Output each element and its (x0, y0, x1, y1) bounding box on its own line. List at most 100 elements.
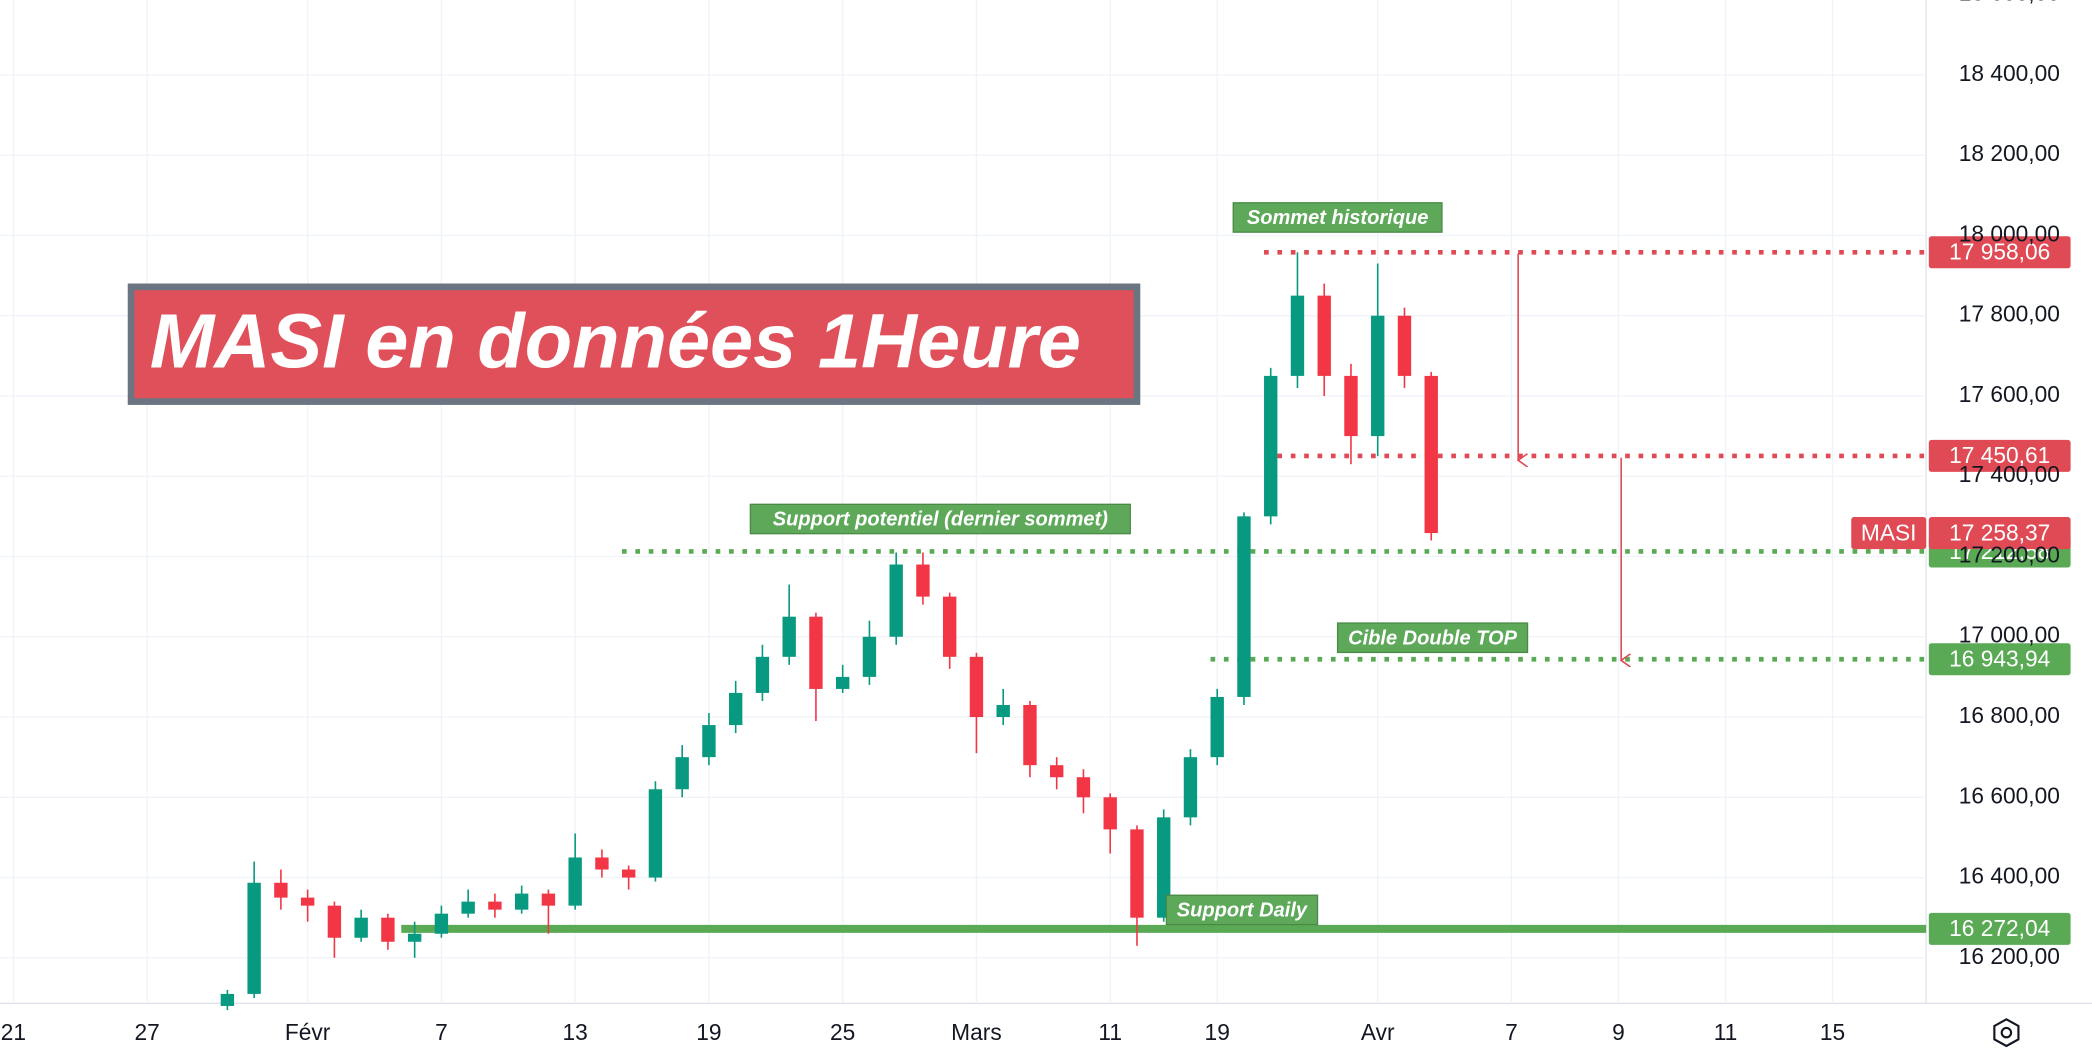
candle-body (996, 704, 1010, 718)
candle-body (835, 676, 850, 689)
candle-body (247, 882, 261, 994)
candle-body (675, 757, 689, 790)
last-price-name: MASI (1861, 519, 1917, 545)
x-tick-label: 9 (1612, 1019, 1625, 1045)
x-tick-label: 7 (1505, 1019, 1518, 1045)
last-price-label: 17 258,37 (1949, 519, 2050, 545)
candle-body (274, 882, 288, 898)
candle-body (889, 564, 903, 637)
level-tag-label: 16 272,04 (1949, 915, 2050, 941)
candle-body (782, 616, 796, 657)
y-tick-label: 17 200,00 (1959, 542, 2060, 568)
x-tick-label: 11 (1714, 1019, 1738, 1045)
x-tick-label: 7 (435, 1019, 448, 1045)
candle-body (1237, 516, 1251, 697)
candle-body (702, 725, 716, 758)
y-tick-label: 18 000,00 (1959, 220, 2060, 246)
x-tick-label: 13 (563, 1019, 588, 1045)
last-price-tag (1928, 517, 2071, 550)
title-box: MASI en données 1Heure (127, 283, 1141, 405)
candle-body (1130, 829, 1144, 918)
candle-body (943, 596, 957, 657)
candle-body (461, 901, 475, 914)
y-tick-label: 16 400,00 (1959, 863, 2060, 889)
y-tick-label: 18 200,00 (1959, 140, 2060, 166)
y-tick-label: 16 800,00 (1959, 702, 2060, 728)
y-tick-label: 17 400,00 (1959, 461, 2060, 487)
grid (0, 0, 1927, 1004)
annotation-box (1232, 202, 1443, 233)
candle-body (1210, 696, 1224, 758)
candle-body (220, 993, 235, 1006)
candle-body (1397, 315, 1412, 376)
level-tag-label: 17 958,06 (1949, 239, 2050, 265)
candle-body (1371, 315, 1385, 437)
level-tag (1928, 912, 2071, 945)
candle-body (1264, 375, 1278, 517)
candle-body (1290, 295, 1305, 376)
y-tick-label: 16 600,00 (1959, 782, 2060, 808)
candle-body (621, 869, 636, 878)
settings-dot (2000, 1026, 2013, 1039)
annotation-label: Cible Double TOP (1348, 627, 1518, 649)
candle-body (300, 897, 315, 906)
candle-body (568, 857, 582, 906)
candle-body (862, 636, 877, 677)
x-tick-label: Févr (285, 1019, 331, 1045)
y-tick-label: 18 600,00 (1959, 0, 2060, 6)
annotation-label: Support Daily (1177, 900, 1308, 922)
level-tag (1928, 236, 2071, 269)
candle-body (541, 893, 556, 906)
candle-body (1424, 375, 1438, 534)
y-tick-label: 17 600,00 (1959, 381, 2060, 407)
title-background (127, 283, 1141, 405)
annotation-box (749, 503, 1131, 535)
candle-body (1157, 817, 1171, 918)
y-tick-label: 17 800,00 (1959, 301, 2060, 327)
level-tag-label: 17 450,61 (1949, 442, 2050, 468)
candle-body (728, 692, 743, 726)
candle-body (488, 901, 502, 910)
x-tick-label: Avr (1361, 1019, 1395, 1045)
candle-body (595, 857, 609, 870)
candle-body (648, 789, 663, 878)
candle-body (1050, 765, 1064, 778)
candle-body (434, 913, 449, 934)
x-tick-label: 19 (1205, 1019, 1230, 1045)
candle-body (1317, 295, 1331, 376)
x-tick-label: 15 (1820, 1019, 1845, 1045)
last-price-name-tag (1851, 517, 1927, 550)
level-tag (1928, 643, 2071, 676)
y-tick-label: 18 400,00 (1959, 60, 2060, 86)
x-tick-label: 21 (1, 1019, 26, 1045)
candle-body (514, 893, 529, 910)
x-tick-label: 19 (696, 1019, 721, 1045)
candle-body (1183, 757, 1198, 818)
annotation-box (1336, 622, 1529, 654)
level-tag-label: 16 943,94 (1949, 646, 2050, 672)
settings-icon[interactable] (1993, 1018, 2020, 1048)
y-tick-label: 17 000,00 (1959, 622, 2060, 648)
level-tag (1928, 439, 2071, 472)
candle-body (969, 656, 984, 718)
levels (401, 249, 1927, 933)
candles (220, 252, 1438, 1010)
candle-body (1076, 777, 1091, 798)
x-tick-label: 11 (1098, 1019, 1122, 1045)
candle-body (407, 933, 422, 942)
x-tick-label: Mars (951, 1019, 1002, 1045)
candle-body (327, 905, 342, 938)
y-tick-label: 16 200,00 (1959, 943, 2060, 969)
candle-body (809, 616, 823, 689)
x-tick-label: 25 (830, 1019, 855, 1045)
candle-body (755, 656, 770, 693)
candle-body (1023, 704, 1037, 766)
candle-body (1344, 375, 1358, 437)
annotation-label: Support potentiel (dernier sommet) (773, 509, 1108, 531)
annotation-box (1165, 894, 1319, 926)
candle-body (1103, 797, 1117, 830)
chart-title: MASI en données 1Heure (150, 298, 1081, 384)
